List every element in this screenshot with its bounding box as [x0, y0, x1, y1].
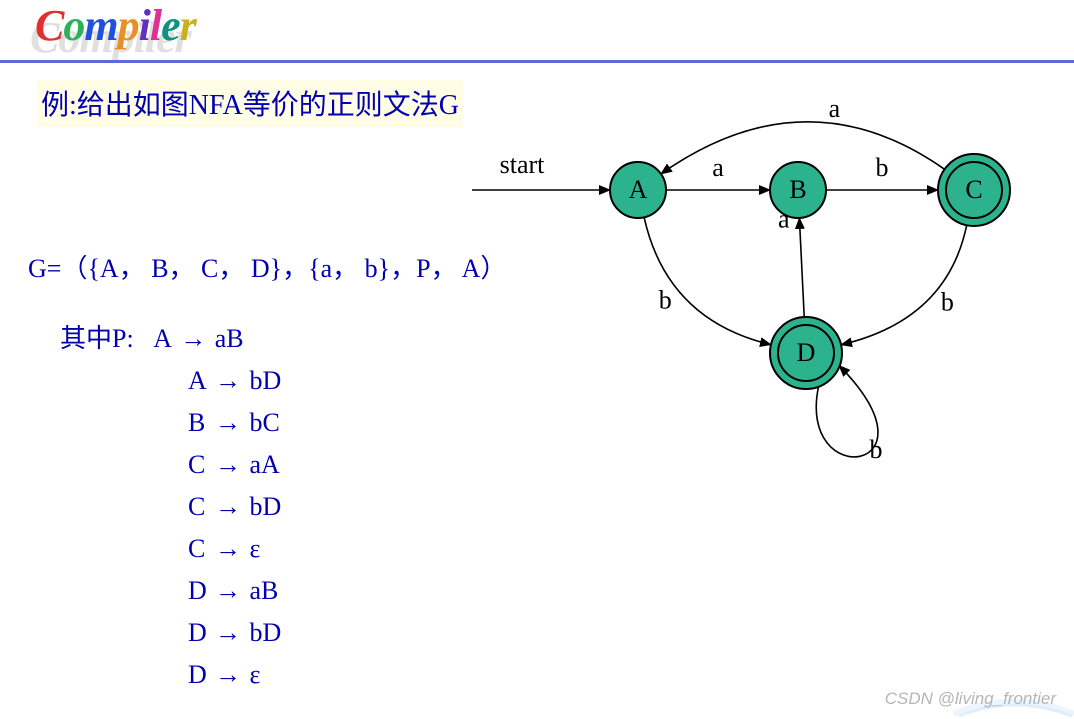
production-8: D→ ε [60, 654, 281, 696]
start-label: start [500, 150, 546, 179]
edge-label-2: a [829, 94, 841, 123]
logo-letter: m [84, 1, 117, 50]
example-title-box: 例:给出如图NFA等价的正则文法G [37, 80, 463, 127]
logo-letter: i [139, 1, 150, 50]
edge-label-1: b [876, 153, 889, 182]
state-label-C: C [965, 175, 982, 204]
productions-label: 其中P: [60, 324, 134, 353]
production-0: A→ aB [153, 324, 243, 353]
logo-letter: r [180, 1, 196, 50]
production-list: 其中P: A→ aB A→ bDB→ bCC→ aAC→ bDC→ εD→ aB… [60, 318, 281, 696]
production-6: D→ aB [60, 570, 281, 612]
edge-label-6: b [870, 435, 883, 464]
edge-label-4: b [941, 288, 954, 317]
edge-label-3: b [659, 286, 672, 315]
production-1: A→ bD [60, 360, 281, 402]
production-2: B→ bC [60, 402, 281, 444]
logo-letter: o [63, 1, 84, 50]
edge-label-0: a [712, 153, 724, 182]
state-label-A: A [629, 175, 648, 204]
logo-letter: p [118, 1, 139, 50]
nfa-diagram: startababbabABCD [452, 60, 1062, 490]
example-title: 例:给出如图NFA等价的正则文法G [41, 90, 459, 121]
production-3: C→ aA [60, 444, 281, 486]
production-4: C→ bD [60, 486, 281, 528]
state-label-B: B [789, 175, 806, 204]
production-5: C→ ε [60, 528, 281, 570]
footer-swoosh-icon [954, 689, 1074, 719]
production-7: D→ bD [60, 612, 281, 654]
logo-letter: e [161, 1, 180, 50]
logo: Compiler [35, 0, 196, 51]
logo-letter: C [35, 1, 63, 50]
state-label-D: D [797, 338, 816, 367]
logo-letter: l [150, 1, 161, 50]
edge-A-D [644, 217, 771, 344]
edge-C-D [841, 225, 967, 345]
grammar-tuple: G=（{A， B， C， D}，{a， b}，P， A） [28, 248, 506, 285]
edge-D-B [799, 218, 804, 317]
